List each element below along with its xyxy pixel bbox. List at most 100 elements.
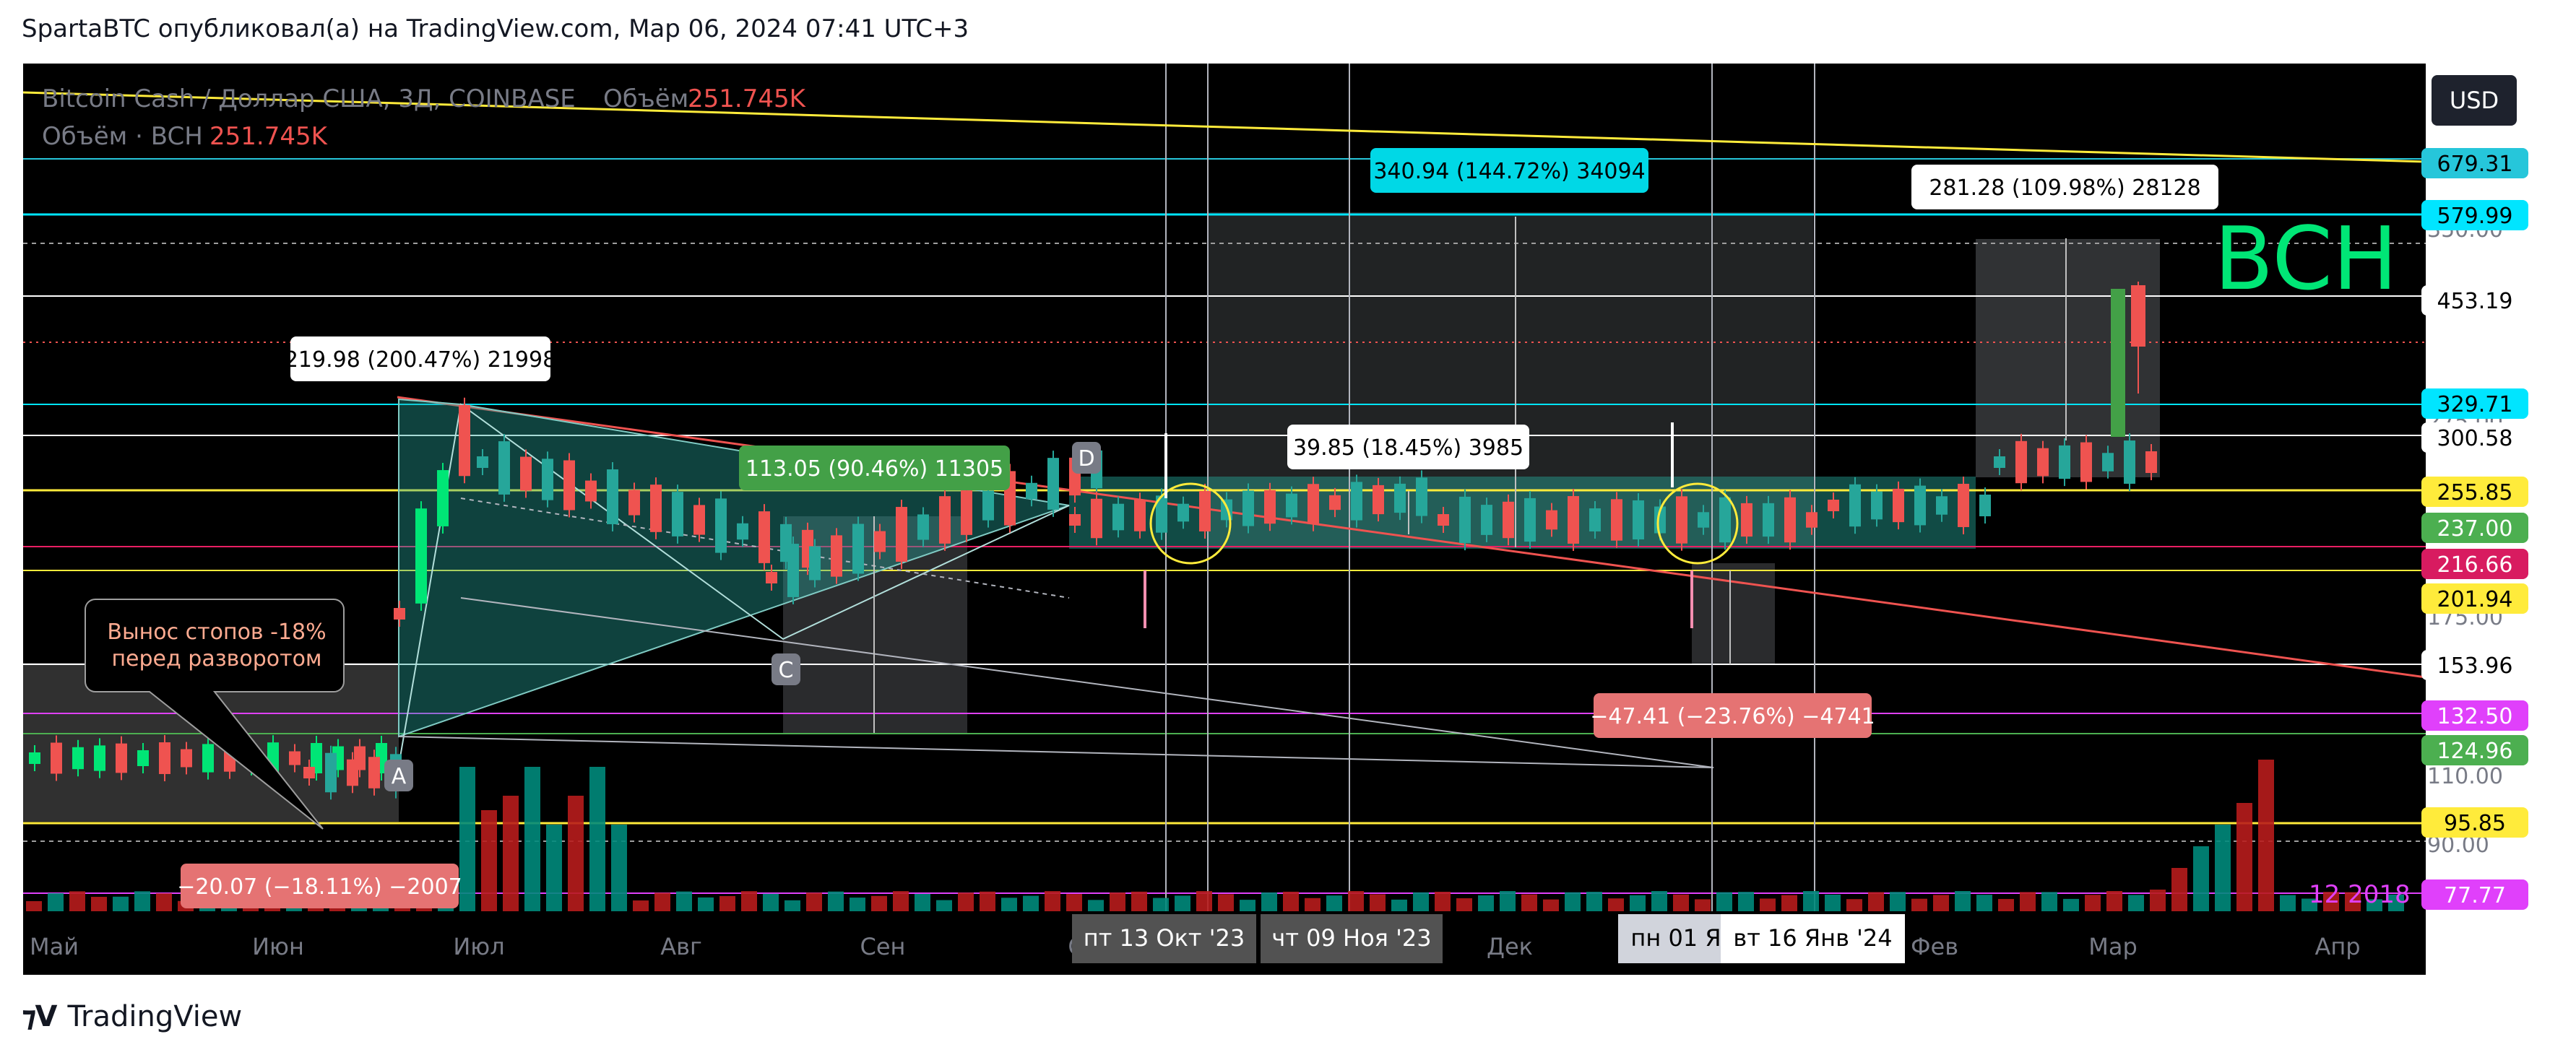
candle — [672, 485, 683, 544]
volume-bar — [26, 901, 42, 911]
measurement-label: 39.85 (18.45%) 3985 — [1287, 425, 1529, 469]
candle — [181, 742, 192, 775]
volume-bar — [1630, 895, 1646, 911]
volume-bar — [1305, 898, 1321, 911]
price-level-label: 679.31 — [2421, 148, 2528, 178]
volume-bar — [2388, 894, 2404, 911]
volume-bar — [1001, 898, 1017, 911]
candle — [1589, 501, 1601, 539]
candle — [72, 739, 84, 777]
volume-bar — [2280, 895, 2296, 911]
measurement-label: −47.41 (−23.76%) −4741 — [1590, 693, 1875, 738]
volume-bar — [1651, 891, 1667, 911]
volume-bar — [134, 891, 150, 911]
candle — [2037, 440, 2049, 484]
candle — [1199, 484, 1211, 539]
volume-bar — [2171, 868, 2187, 911]
watermark-text: BCH — [2214, 209, 2398, 310]
currency-button[interactable]: USD — [2432, 75, 2517, 126]
candle — [607, 462, 618, 531]
candle — [520, 449, 532, 498]
svg-text:237.00: 237.00 — [2437, 516, 2513, 542]
volume-bar — [1413, 892, 1429, 911]
candle — [1264, 482, 1276, 531]
volume-bar — [2258, 760, 2274, 911]
resistance-trendline — [23, 91, 2426, 163]
candle — [1633, 492, 1644, 547]
svg-text:124.96: 124.96 — [2437, 739, 2513, 764]
legend-volume-value: 251.745K — [688, 84, 807, 113]
price-level-label: 216.66 — [2421, 549, 2528, 579]
lower-channel-line — [398, 736, 1714, 768]
measurement-label: 281.28 (109.98%) 28128 — [1911, 165, 2218, 209]
dashed-channel-line — [460, 498, 1070, 599]
volume-bar — [763, 893, 779, 911]
volume-bar — [69, 891, 85, 911]
candle — [2145, 443, 2157, 481]
harmonic-path — [398, 403, 1070, 766]
volume-bar — [633, 900, 649, 911]
svg-text:D: D — [1078, 446, 1094, 472]
volume-bar — [156, 893, 172, 911]
volume-bar — [1110, 892, 1125, 911]
svg-text:A: A — [392, 764, 407, 789]
candle — [1849, 477, 1861, 534]
candle — [1047, 451, 1059, 517]
volume-bar — [871, 895, 887, 911]
candle — [852, 516, 864, 581]
volume-bar — [1175, 895, 1190, 911]
volume-bar — [546, 825, 562, 911]
svg-text:153.96: 153.96 — [2437, 653, 2513, 679]
svg-text:219.98 (200.47%) 21998: 219.98 (200.47%) 21998 — [285, 347, 556, 373]
y-tick-label: 110.00 — [2427, 764, 2503, 789]
candle — [311, 735, 322, 781]
volume-bar — [2063, 898, 2079, 911]
svg-text:132.50: 132.50 — [2437, 704, 2513, 729]
svg-text:453.19: 453.19 — [2437, 289, 2513, 314]
legend-volume-line: Объём · BCH — [42, 122, 203, 151]
plot-layer — [23, 64, 2426, 911]
volume-bar — [48, 893, 64, 911]
volume-bar — [1088, 900, 1104, 911]
candle — [289, 744, 301, 773]
pattern-point-C: C — [771, 653, 800, 685]
candle — [116, 736, 127, 781]
svg-text:Вынос стопов -18%: Вынос стопов -18% — [107, 620, 326, 645]
svg-text:пн 01 Я: пн 01 Я — [1630, 924, 1721, 952]
volume-bar — [2020, 892, 2036, 911]
svg-text:77.77: 77.77 — [2444, 883, 2506, 908]
candle — [585, 473, 597, 509]
volume-bar — [1803, 891, 1819, 911]
candle — [1741, 495, 1752, 544]
price-level-label: 77.77 — [2421, 879, 2528, 910]
candle — [2102, 446, 2114, 479]
legend-volume-word: Объём — [603, 84, 688, 113]
pattern-point-A: A — [384, 760, 413, 791]
volume-bar — [1565, 892, 1581, 911]
svg-text:300.58: 300.58 — [2437, 426, 2513, 451]
candle — [1308, 477, 1319, 531]
volume-bar — [719, 895, 735, 911]
date-marker: вт 16 Янв '24 — [1721, 914, 1905, 963]
candle — [1091, 491, 1102, 546]
candle — [1242, 483, 1254, 534]
volume-bar — [1391, 899, 1407, 911]
candle — [1784, 490, 1796, 550]
volume-bar — [2367, 899, 2382, 911]
volume-bar — [1435, 892, 1451, 911]
candle — [1871, 484, 1883, 527]
volume-bar — [698, 897, 714, 911]
candle — [542, 451, 553, 508]
volume-bar — [828, 891, 844, 911]
legend-volume-line-value: 251.745K — [209, 122, 329, 151]
volume-bar — [1933, 895, 1949, 911]
price-level-label: 124.96 — [2421, 735, 2528, 765]
volume-bar — [893, 891, 909, 911]
price-level-label: 153.96 — [2421, 650, 2528, 680]
volume-bar — [1825, 895, 1841, 911]
volume-bar — [568, 796, 584, 911]
volume-bar — [1868, 892, 1884, 911]
candle — [1698, 505, 1709, 535]
volume-bar — [2345, 892, 2361, 911]
